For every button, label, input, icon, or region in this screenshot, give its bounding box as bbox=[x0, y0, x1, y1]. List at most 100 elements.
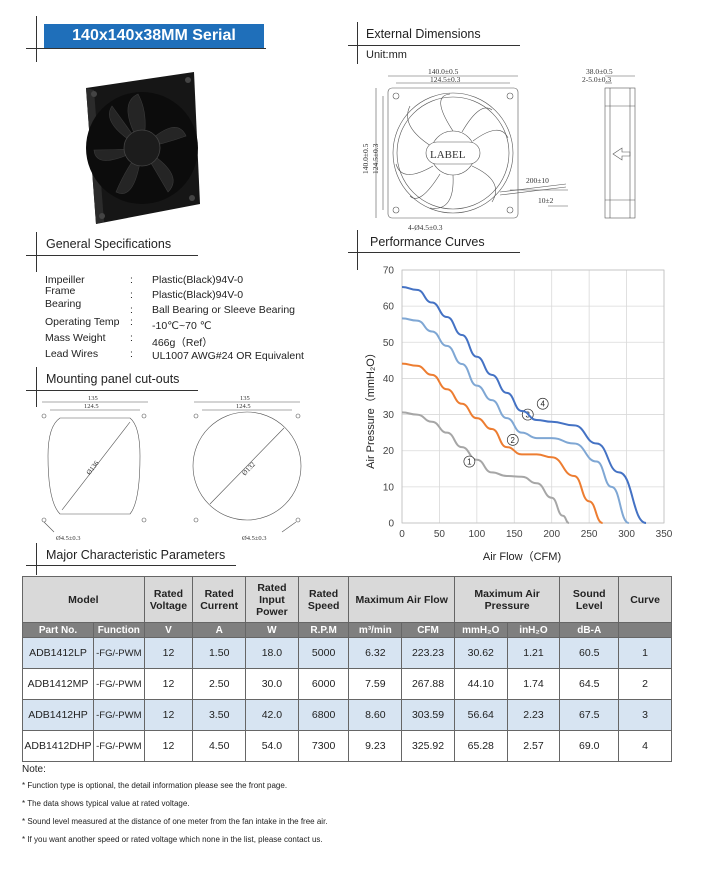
spec-label: Operating Temp bbox=[45, 316, 120, 328]
series-line-3 bbox=[401, 317, 630, 524]
dim-height-outer: 140.0±0.5 bbox=[361, 143, 370, 174]
th-model: Model bbox=[22, 576, 145, 623]
spec-label: Bearing bbox=[45, 298, 82, 310]
gs-divider-h bbox=[26, 255, 198, 256]
y-tick-label: 30 bbox=[383, 410, 395, 421]
note-item: * The data shows typical value at rated … bbox=[22, 799, 190, 808]
mp-divider-h bbox=[26, 565, 236, 566]
spec-row-frame: Frame : Plastic(Black)94V-0 bbox=[0, 285, 360, 303]
mounting-drawing: 135 124.5 Ø136 Ø4.5±0.3 135 124.5 Ø132 Ø… bbox=[41, 395, 302, 542]
th-unit-inh2o: inH₂O bbox=[506, 622, 561, 638]
y-tick-label: 60 bbox=[383, 302, 395, 313]
th-unit-rpm: R.P.M bbox=[297, 622, 350, 638]
cell-inh2o: 1.74 bbox=[506, 668, 561, 700]
x-tick-label: 250 bbox=[581, 529, 598, 540]
cell-part: ADB1412LP bbox=[22, 637, 94, 669]
table-row: ADB1412HP -FG/-PWM 12 3.50 42.0 6800 8.6… bbox=[22, 699, 672, 731]
th-unit-w: W bbox=[245, 622, 299, 638]
spec-colon: : bbox=[130, 348, 133, 360]
mount-right-dia: Ø132 bbox=[240, 460, 257, 477]
th-max-air-pressure: Maximum Air Pressure bbox=[453, 576, 561, 623]
ext-divider-v bbox=[357, 22, 358, 64]
spec-value: Plastic(Black)94V-0 bbox=[152, 274, 244, 286]
chart-ylabel: Air Pressure（mmH₂O） bbox=[364, 347, 377, 469]
th-unit-v: V bbox=[143, 622, 194, 638]
dim-hole-dia: 4-Ø4.5±0.3 bbox=[408, 223, 443, 232]
series-line-4 bbox=[401, 285, 647, 524]
series-marker-2 bbox=[506, 434, 519, 446]
dim-width-hole: 124.5±0.3 bbox=[430, 75, 461, 84]
cell-cfm: 325.92 bbox=[401, 730, 455, 762]
th-unit-cfm: CFM bbox=[401, 622, 455, 638]
performance-title: Performance Curves bbox=[370, 235, 485, 249]
th-rated-current: Rated Current bbox=[192, 576, 247, 623]
cell-m3: 8.60 bbox=[348, 699, 403, 731]
cell-db: 64.5 bbox=[559, 668, 620, 700]
cell-w: 42.0 bbox=[245, 699, 299, 731]
fan-photo bbox=[86, 72, 200, 224]
cell-v: 12 bbox=[143, 637, 194, 669]
cell-curve: 1 bbox=[618, 637, 672, 669]
plot-frame bbox=[401, 269, 665, 524]
cell-curve: 3 bbox=[618, 699, 672, 731]
spec-value: -10℃~70 ℃ bbox=[152, 320, 212, 332]
notes-title: Note: bbox=[22, 764, 46, 775]
x-tick-label: 300 bbox=[618, 529, 635, 540]
mount-right-w1: 135 bbox=[240, 395, 250, 402]
gs-divider-v bbox=[36, 232, 37, 272]
cell-part: ADB1412HP bbox=[22, 699, 94, 731]
note-item: * If you want another speed or rated vol… bbox=[22, 835, 323, 844]
th-unit-curve bbox=[618, 622, 672, 638]
spec-label: Lead Wires bbox=[45, 348, 99, 360]
cell-cfm: 267.88 bbox=[401, 668, 455, 700]
x-tick-label: 200 bbox=[543, 529, 560, 540]
cell-db: 60.5 bbox=[559, 637, 620, 669]
major-title: Major Characteristic Parameters bbox=[46, 548, 226, 562]
cell-part: ADB1412MP bbox=[22, 668, 94, 700]
note-item: * Function type is optional, the detail … bbox=[22, 781, 288, 790]
note-item: * Sound level measured at the distance o… bbox=[22, 817, 328, 826]
cell-a: 1.50 bbox=[192, 637, 247, 669]
series-line-2 bbox=[401, 362, 603, 524]
th-rated-input-power: Rated Input Power bbox=[245, 576, 299, 623]
th-function: Function bbox=[92, 622, 145, 638]
cell-inh2o: 1.21 bbox=[506, 637, 561, 669]
cell-rpm: 7300 bbox=[297, 730, 350, 762]
x-tick-label: 50 bbox=[434, 529, 446, 540]
page-title: 140x140x38MM Serial bbox=[44, 24, 264, 48]
th-max-air-flow: Maximum Air Flow bbox=[348, 576, 455, 623]
x-tick-label: 0 bbox=[399, 529, 405, 540]
x-tick-label: 150 bbox=[506, 529, 523, 540]
cell-rpm: 6000 bbox=[297, 668, 350, 700]
series-label-4: 4 bbox=[541, 400, 546, 409]
cell-function: -FG/-PWM bbox=[92, 637, 145, 669]
th-unit-dba: dB-A bbox=[559, 622, 620, 638]
cell-a: 3.50 bbox=[192, 699, 247, 731]
spec-label: Frame bbox=[45, 285, 76, 297]
ext-divider-h bbox=[348, 45, 520, 46]
cell-function: -FG/-PWM bbox=[92, 699, 145, 731]
chart-xlabel: Air Flow（CFM) bbox=[483, 550, 561, 563]
series-label-1: 1 bbox=[467, 458, 472, 467]
cell-m3: 7.59 bbox=[348, 668, 403, 700]
cell-part: ADB1412DHP bbox=[22, 730, 94, 762]
cell-curve: 2 bbox=[618, 668, 672, 700]
y-tick-label: 70 bbox=[383, 266, 395, 277]
fan-label-text: LABEL bbox=[430, 149, 466, 161]
cell-db: 69.0 bbox=[559, 730, 620, 762]
general-specs-title: General Specifications bbox=[46, 237, 172, 251]
series-label-2: 2 bbox=[511, 436, 516, 445]
cell-a: 2.50 bbox=[192, 668, 247, 700]
spec-colon: : bbox=[130, 289, 133, 301]
cell-w: 54.0 bbox=[245, 730, 299, 762]
th-unit-m3min: m³/min bbox=[348, 622, 403, 638]
series-marker-4 bbox=[536, 397, 549, 410]
th-part-no: Part No. bbox=[22, 622, 94, 638]
series-marker-1 bbox=[463, 455, 476, 468]
spec-label: Impeiller bbox=[45, 274, 85, 286]
x-tick-label: 350 bbox=[656, 529, 673, 540]
table-row: ADB1412MP -FG/-PWM 12 2.50 30.0 6000 7.5… bbox=[22, 668, 672, 700]
cell-m3: 6.32 bbox=[348, 637, 403, 669]
pc-divider-h bbox=[348, 252, 520, 253]
